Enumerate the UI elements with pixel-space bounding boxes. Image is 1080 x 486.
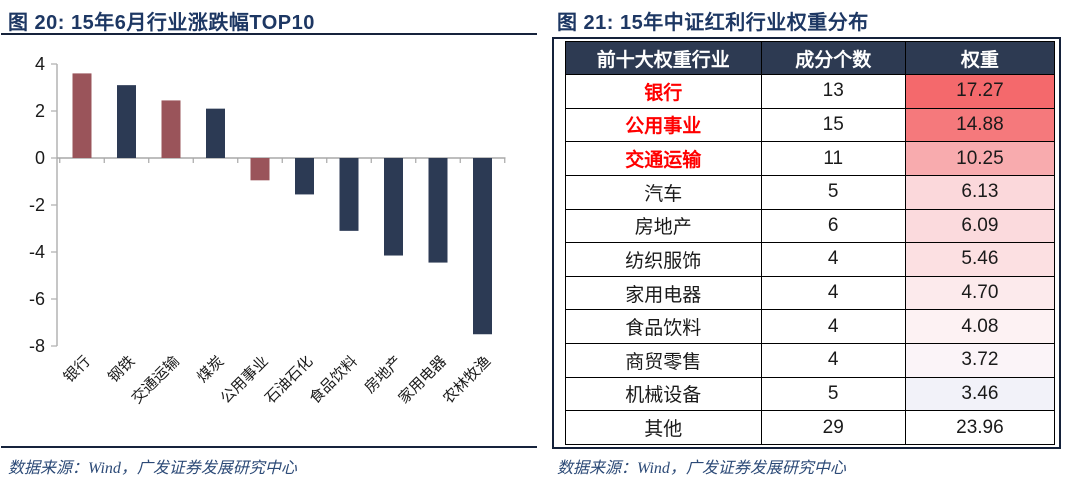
y-axis-label: -4: [29, 242, 45, 262]
x-axis-label: 煤炭: [194, 353, 227, 386]
bar: [72, 73, 92, 158]
x-axis-label: 房地产: [361, 353, 405, 397]
figure-21-panel: 图 21: 15年中证红利行业权重分布 前十大权重行业 成分个数 权重 银行 13…: [540, 0, 1080, 486]
bar: [428, 158, 448, 263]
x-axis-label: 钢铁: [105, 353, 138, 386]
y-axis-label: -6: [29, 289, 45, 309]
weights-table: 前十大权重行业 成分个数 权重 银行 13 17.27 公用事业 15 14.88 交通运输…: [565, 41, 1056, 445]
table-row: 机械设备 5 3.46: [565, 376, 1056, 412]
table-row: 家用电器 4 4.70: [565, 275, 1056, 311]
figure-20-bottom-rule: [1, 446, 537, 448]
count-cell: 5: [760, 174, 906, 210]
count-cell: 29: [760, 410, 906, 445]
figure-21-frame: 前十大权重行业 成分个数 权重 银行 13 17.27 公用事业 15 14.88 交通运输…: [552, 37, 1061, 449]
count-cell: 6: [760, 208, 906, 244]
weight-cell: 14.88: [904, 107, 1056, 143]
table-row: 纺织服饰 4 5.46: [565, 242, 1056, 277]
industry-cell: 商贸零售: [565, 343, 762, 378]
count-cell: 15: [760, 107, 906, 143]
count-cell: 4: [760, 309, 906, 344]
industry-cell: 机械设备: [565, 376, 762, 412]
table-row: 房地产 6 6.09: [565, 208, 1056, 244]
count-cell: 13: [760, 74, 906, 109]
bar: [250, 158, 270, 181]
count-cell: 4: [760, 343, 906, 378]
weight-cell: 17.27: [904, 74, 1056, 109]
y-axis-label: 0: [35, 148, 45, 168]
count-cell: 11: [760, 141, 906, 176]
weight-cell: 10.25: [904, 141, 1056, 176]
industry-cell: 其他: [565, 410, 762, 445]
figure-21-source-note: 数据来源：Wind，广发证券发展研究中心: [557, 460, 846, 477]
bar: [473, 158, 492, 335]
bar: [161, 100, 181, 158]
figure-20-title: 图 20: 15年6月行业涨跌幅TOP10: [8, 12, 315, 34]
table-row: 交通运输 11 10.25: [565, 141, 1056, 176]
industry-cell: 食品饮料: [565, 309, 762, 344]
weight-cell: 23.96: [904, 410, 1056, 445]
x-axis-label: 家用电器: [395, 353, 449, 407]
industry-cell: 汽车: [565, 174, 762, 210]
bar: [295, 158, 314, 195]
figure-20-panel: 图 20: 15年6月行业涨跌幅TOP10 4 2 0 -2 -4 -6 -8 银行 钢铁 交通运…: [1, 12, 537, 477]
weight-cell: 6.09: [904, 208, 1056, 244]
table-row: 其他 29 23.96: [565, 410, 1056, 445]
y-axis-label: -8: [29, 336, 45, 356]
table-header-row: 前十大权重行业 成分个数 权重: [565, 41, 1056, 75]
industry-cell: 公用事业: [565, 107, 762, 143]
x-axis-label: 食品饮料: [306, 353, 360, 407]
figure-20-title-rule: [1, 33, 537, 35]
bar: [339, 158, 359, 231]
table-row: 汽车 5 6.13: [565, 174, 1056, 210]
x-axis-label: 公用事业: [217, 353, 271, 407]
table-row: 银行 13 17.27: [565, 74, 1056, 109]
y-axis-label: 2: [35, 101, 45, 121]
industry-cell: 房地产: [565, 208, 762, 244]
table-row: 公用事业 15 14.88: [565, 107, 1056, 143]
weight-cell: 4.08: [904, 309, 1056, 344]
bar: [384, 158, 403, 256]
weight-cell: 5.46: [904, 242, 1056, 277]
x-axis-label: 银行: [61, 353, 94, 386]
figure-20-source-note: 数据来源：Wind，广发证券发展研究中心: [8, 460, 297, 477]
industry-cell: 银行: [565, 74, 762, 109]
weight-cell: 3.72: [904, 343, 1056, 378]
x-axis-label: 农林牧渔: [440, 353, 494, 407]
y-axis-label: -2: [29, 195, 45, 215]
count-cell: 4: [760, 242, 906, 277]
table-row: 商贸零售 4 3.72: [565, 343, 1056, 378]
bar: [206, 108, 225, 158]
table-body: 银行 13 17.27 公用事业 15 14.88 交通运输 11 10.25 汽车 5 6.13 房地…: [565, 74, 1056, 445]
weight-cell: 3.46: [904, 376, 1056, 412]
bar: [117, 85, 136, 158]
header-industry: 前十大权重行业: [565, 41, 762, 75]
industry-cell: 家用电器: [565, 275, 762, 311]
x-axis-label: 交通运输: [128, 352, 183, 407]
y-axis-label: 4: [35, 54, 45, 74]
industry-cell: 纺织服饰: [565, 242, 762, 277]
count-cell: 4: [760, 275, 906, 311]
header-weight: 权重: [904, 41, 1056, 75]
table-row: 食品饮料 4 4.08: [565, 309, 1056, 344]
industry-cell: 交通运输: [565, 141, 762, 176]
weight-cell: 4.70: [904, 275, 1056, 311]
header-count: 成分个数: [760, 41, 906, 75]
weight-cell: 6.13: [904, 174, 1056, 210]
x-axis-label: 石油石化: [262, 353, 316, 407]
count-cell: 5: [760, 376, 906, 412]
figure-21-title: 图 21: 15年中证红利行业权重分布: [557, 12, 869, 34]
